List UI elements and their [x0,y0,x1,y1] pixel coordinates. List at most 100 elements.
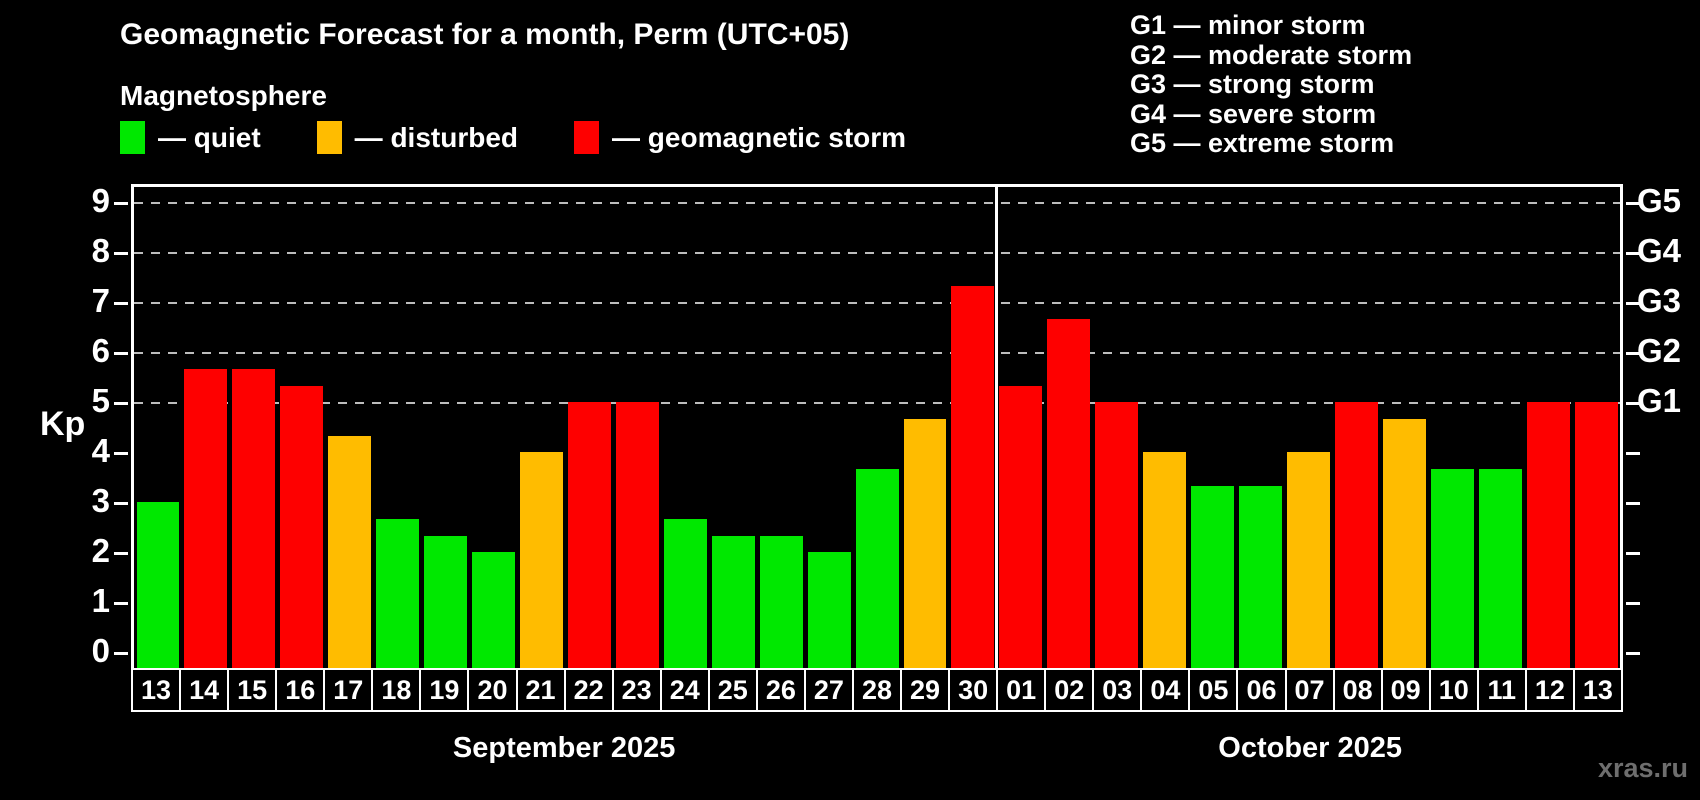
y-tick-label-8: 8 [91,232,110,269]
bar-slot-october-09 [1380,187,1428,668]
legend-label: — disturbed [354,121,519,153]
date-cell: 23 [611,668,662,712]
kp-bar [280,385,324,668]
kp-bar [807,552,851,668]
bar-slot-september-18 [374,187,422,668]
kp-bar [1430,468,1474,668]
month-divider-line [995,187,999,668]
bar-slot-october-07 [1285,187,1333,668]
bar-slot-october-05 [1189,187,1237,668]
y-tick-right-3 [1626,502,1640,505]
kp-bar [1526,402,1570,668]
x-axis-date-strip: 13 14 15 16 17 18 19 20 21 22 23 24 25 26 27 28 29 30 01 02… [131,668,1623,712]
date-cell: 08 [1332,668,1383,712]
date-cell: 21 [515,668,566,712]
storm-swatch-icon [574,121,600,154]
bar-slot-september-19 [422,187,470,668]
y-tick-right-5 [1626,402,1640,405]
date-cell: 27 [803,668,854,712]
y-tick-right-9 [1626,202,1640,205]
bar-slot-september-27 [805,187,853,668]
y-tick-left-4 [114,452,128,455]
y-tick-label-6: 6 [91,332,110,369]
status-legend: — quiet — disturbed — geomagnetic storm [120,121,906,154]
bar-slot-september-26 [757,187,805,668]
bar-slot-september-22 [565,187,613,668]
y-tick-left-6 [114,352,128,355]
legend-item-storm: — geomagnetic storm [574,121,906,154]
kp-bar [1047,318,1091,668]
kp-bar [184,368,228,668]
date-cell: 06 [1236,668,1287,712]
g-axis-label-g2: G2 [1637,332,1682,369]
watermark: xras.ru [1597,753,1688,783]
gridline-kp7 [134,302,1620,304]
g-axis-label-g4: G4 [1637,232,1682,269]
gridline-kp5 [134,402,1620,404]
kp-bar [1574,402,1618,668]
gridline-kp6 [134,352,1620,354]
y-tick-right-2 [1626,552,1640,555]
kp-bar [136,502,180,668]
bar-slot-october-10 [1428,187,1476,668]
date-cell: 10 [1428,668,1479,712]
plot-area [114,184,1640,668]
bar-slot-september-16 [278,187,326,668]
y-tick-right-7 [1626,302,1640,305]
storm-scale-line: G3 — strong storm [1130,69,1375,99]
storm-scale-line: G2 — moderate storm [1130,39,1413,70]
date-cell: 20 [467,668,518,712]
kp-bar [759,535,803,668]
bar-slot-october-11 [1476,187,1524,668]
date-cell: 15 [227,668,278,712]
kp-bar [232,368,276,668]
date-cell: 16 [275,668,326,712]
kp-bar [951,285,995,668]
date-cell: 29 [900,668,951,712]
y-tick-label-9: 9 [91,182,110,219]
bars-row [134,187,1620,668]
date-cell: 05 [1188,668,1239,712]
kp-bar [1143,452,1187,668]
date-cell: 14 [179,668,230,712]
date-cell: 25 [707,668,758,712]
bar-slot-september-25 [709,187,757,668]
kp-bar [1191,485,1235,668]
legend-label: — geomagnetic storm [612,121,907,153]
bar-slot-october-12 [1524,187,1572,668]
date-cell: 07 [1284,668,1335,712]
kp-bar [520,452,563,668]
bar-slot-october-06 [1237,187,1285,668]
kp-bar [1287,452,1330,668]
y-tick-label-2: 2 [91,532,110,569]
y-tick-right-1 [1626,602,1640,605]
page-title: Geomagnetic Forecast for a month, Perm (… [120,18,850,51]
bar-slot-october-08 [1332,187,1380,668]
month-label: September 2025 [452,732,676,764]
date-cell: 26 [755,668,806,712]
bar-slot-september-29 [901,187,949,668]
month-label: October 2025 [1218,732,1403,764]
bar-slot-october-13 [1572,187,1620,668]
storm-scale-line: G1 — minor storm [1130,10,1366,40]
storm-scale-line: G4 — severe storm [1130,98,1377,129]
date-cell: 17 [323,668,374,712]
date-cell: 30 [948,668,999,712]
kp-bar [1334,402,1378,668]
g-axis-label-g3: G3 [1637,282,1682,319]
legend-item-disturbed: — disturbed [316,121,519,154]
magnetosphere-label: Magnetosphere [120,80,327,111]
y-tick-label-7: 7 [91,282,110,319]
kp-bar [1478,468,1522,668]
kp-bar [999,385,1043,668]
bar-slot-september-13 [134,187,182,668]
g-axis-label-g5: G5 [1637,182,1682,219]
y-axis-title: Kp [40,405,86,443]
y-tick-left-3 [114,502,128,505]
kp-bar [424,535,468,668]
date-cell: 13 [1572,668,1623,712]
bar-slot-september-28 [853,187,901,668]
disturbed-swatch-icon [316,121,342,154]
y-tick-label-4: 4 [91,432,110,469]
date-cell: 01 [996,668,1047,712]
